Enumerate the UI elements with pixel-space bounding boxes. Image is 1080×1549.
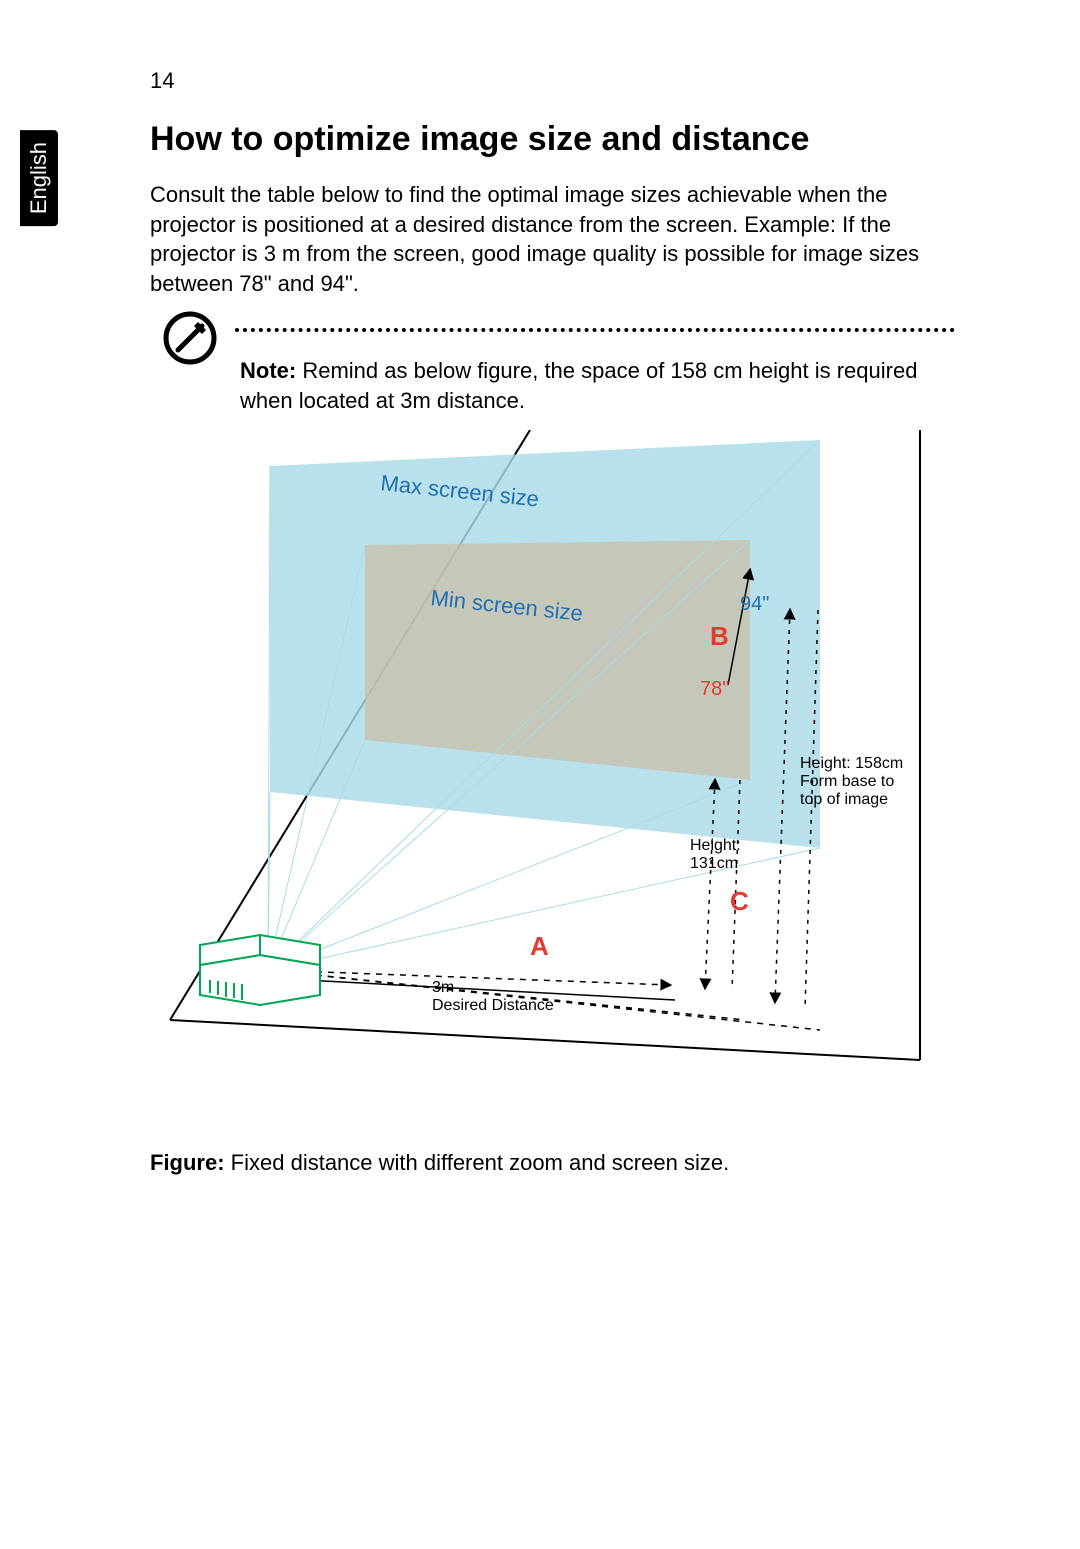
svg-text:C: C [730, 886, 749, 916]
note-divider [235, 328, 955, 332]
svg-text:94": 94" [740, 593, 769, 615]
svg-text:3mDesired Distance: 3mDesired Distance [432, 979, 554, 1014]
note-text: Note: Remind as below figure, the space … [240, 356, 940, 415]
projector-diagram: Max screen size Min screen size 94" 78" … [150, 430, 970, 1150]
note-label: Note: [240, 358, 296, 383]
language-tab: English [20, 130, 58, 226]
note-body: Remind as below figure, the space of 158… [240, 358, 917, 413]
page-number: 14 [150, 68, 174, 94]
figure-caption: Figure: Fixed distance with different zo… [150, 1150, 729, 1176]
svg-text:78": 78" [700, 678, 729, 700]
intro-paragraph: Consult the table below to find the opti… [150, 180, 950, 299]
page-title: How to optimize image size and distance [150, 120, 809, 159]
svg-text:B: B [710, 621, 729, 651]
figure-caption-text: Fixed distance with different zoom and s… [225, 1150, 730, 1175]
svg-text:A: A [530, 931, 549, 961]
svg-text:Height: 158cmForm base totop o: Height: 158cmForm base totop of image [800, 755, 903, 808]
svg-text:Height:131cm: Height:131cm [690, 837, 741, 872]
note-icon [160, 308, 220, 373]
figure-caption-label: Figure: [150, 1150, 225, 1175]
